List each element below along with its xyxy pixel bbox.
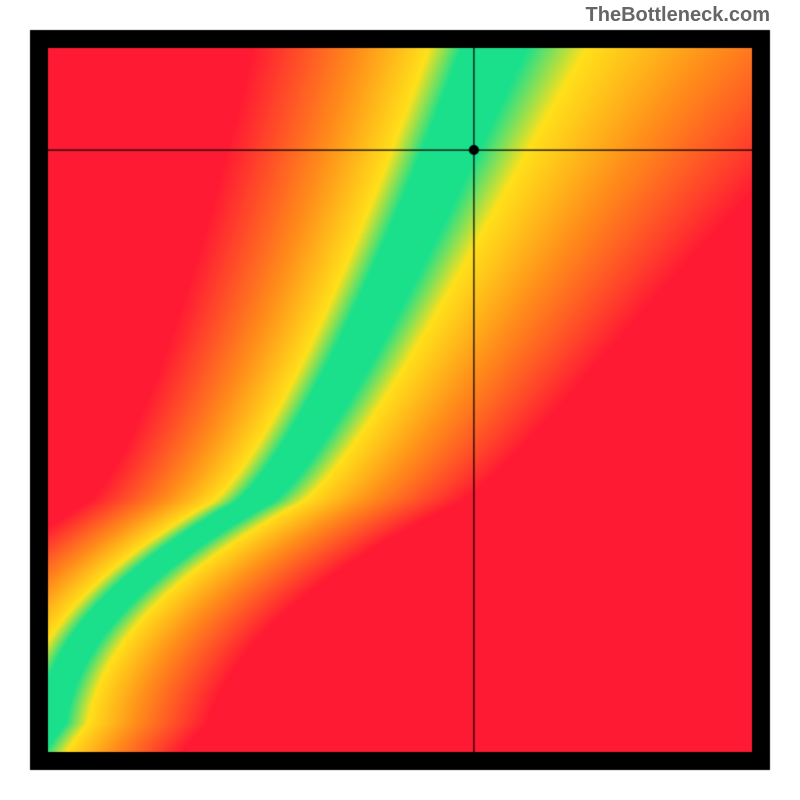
heatmap-plot bbox=[0, 0, 800, 800]
chart-container: { "watermark": "TheBottleneck.com", "cha… bbox=[0, 0, 800, 800]
watermark-text: TheBottleneck.com bbox=[586, 4, 770, 27]
heatmap-canvas bbox=[0, 0, 800, 800]
